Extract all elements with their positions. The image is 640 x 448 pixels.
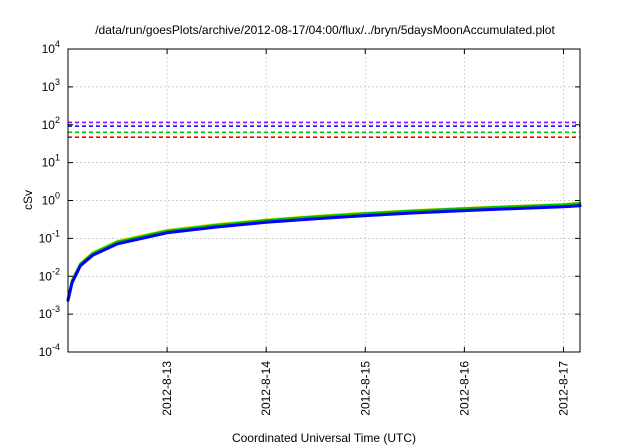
y-tick-label: 10-3 <box>39 304 60 321</box>
x-axis-label: Coordinated Universal Time (UTC) <box>232 431 416 445</box>
x-axis: 2012-8-13 2012-8-14 2012-8-15 2012-8-16 2012… <box>160 49 570 416</box>
y-tick-label: 101 <box>42 153 60 170</box>
x-tick-label: 2012-8-13 <box>160 361 174 416</box>
series-line <box>66 204 582 302</box>
y-tick-label: 10-1 <box>39 228 60 245</box>
y-tick-label: 100 <box>42 191 60 208</box>
x-tick-label: 2012-8-17 <box>556 361 570 416</box>
y-tick-label: 10-2 <box>39 266 60 283</box>
chart-title: /data/run/goesPlots/archive/2012-08-17/0… <box>95 23 555 37</box>
y-axis: 10-4 10-3 10-2 10-1 100 101 102 103 104 <box>39 39 580 359</box>
y-tick-label: 104 <box>42 39 60 56</box>
reference-lines <box>68 121 580 138</box>
y-tick-label: 103 <box>42 77 60 94</box>
x-tick-label: 2012-8-14 <box>259 361 273 416</box>
series-group <box>66 201 582 302</box>
y-tick-label: 102 <box>42 115 60 132</box>
y-tick-label: 10-4 <box>39 342 60 359</box>
x-tick-label: 2012-8-15 <box>358 361 372 416</box>
y-axis-label: cSv <box>21 190 35 210</box>
x-tick-label: 2012-8-16 <box>457 361 471 416</box>
